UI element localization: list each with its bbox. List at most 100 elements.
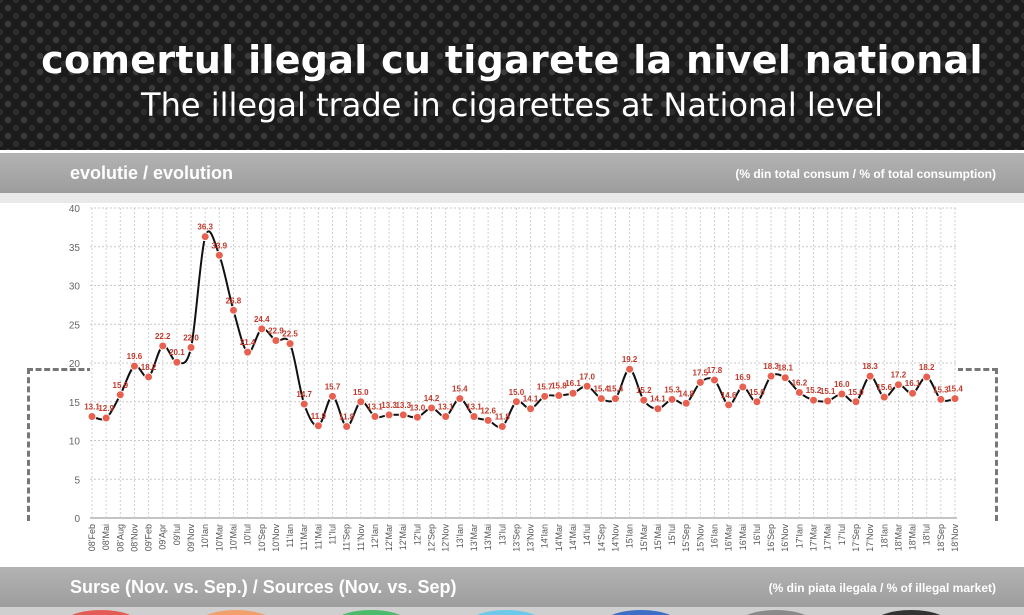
data-point <box>625 364 635 374</box>
data-label: 18.2 <box>141 363 157 372</box>
data-label: 15.2 <box>806 386 822 395</box>
data-label: 22.5 <box>282 330 298 339</box>
data-point <box>356 397 366 407</box>
data-label: 15.4 <box>608 385 624 394</box>
data-point <box>285 339 295 349</box>
x-tick-label: 11'Nov <box>356 524 366 552</box>
data-point <box>780 373 790 383</box>
data-label: 18.3 <box>763 362 779 371</box>
data-point <box>709 375 719 385</box>
data-point <box>610 394 620 404</box>
data-point <box>752 397 762 407</box>
data-point <box>115 390 125 400</box>
data-label: 14.7 <box>296 390 312 399</box>
source-bubble <box>737 610 815 615</box>
data-labels: 13.112.915.919.618.222.220.122.036.333.9… <box>84 223 963 422</box>
y-tick-label: 10 <box>69 437 81 448</box>
data-label: 13.0 <box>410 403 426 412</box>
data-label: 15.0 <box>749 388 765 397</box>
source-bubble <box>62 610 140 615</box>
data-point <box>427 403 437 413</box>
data-label: 26.8 <box>226 296 242 305</box>
y-tick-label: 30 <box>69 282 81 293</box>
header-banner: comertul ilegal cu tigarete la nivel nat… <box>0 0 1024 150</box>
data-point <box>809 395 819 405</box>
y-tick-label: 20 <box>69 359 81 370</box>
data-label: 12.6 <box>480 406 496 415</box>
data-label: 15.4 <box>594 385 610 394</box>
data-label: 16.1 <box>565 379 581 388</box>
data-point <box>936 394 946 404</box>
x-tick-label: 16'Nov <box>780 524 790 552</box>
data-point <box>186 343 196 352</box>
data-point <box>766 371 776 381</box>
data-label: 12.9 <box>98 404 114 413</box>
data-label: 14.8 <box>678 389 694 398</box>
dashed-bracket-right <box>957 368 998 521</box>
x-tick-label: 10'Ian <box>200 524 210 548</box>
x-tick-label: 10'Sep <box>257 524 267 552</box>
data-point <box>441 411 451 421</box>
sources-unit-label: (% din piata ilegala / % of illegal mark… <box>768 581 996 595</box>
x-tick-label: 12'Ian <box>370 524 380 548</box>
data-point <box>144 372 154 382</box>
x-tick-label: 11'Mar <box>299 524 309 551</box>
evolution-line-chart: 0 5 10 15 20 25 30 35 40 08'Feb 08'Mai 08'Aug 08'No… <box>69 204 963 552</box>
data-label: 22.9 <box>268 327 284 336</box>
x-tick-label: 18'Ian <box>879 524 889 548</box>
data-label: 33.9 <box>212 241 228 250</box>
x-tick-label: 15'Mar <box>639 524 649 551</box>
data-label: 13.1 <box>438 402 454 411</box>
data-label: 15.3 <box>664 385 680 394</box>
x-tick-label: 12'Mai <box>398 524 408 550</box>
x-tick-label: 10'Iul <box>243 524 253 545</box>
x-tick-label: 09'Feb <box>144 524 154 551</box>
source-bubble <box>872 610 950 615</box>
data-point <box>922 372 932 382</box>
x-tick-label: 15'Ian <box>625 524 635 548</box>
data-point <box>879 392 889 402</box>
data-point <box>483 415 493 425</box>
data-label: 19.2 <box>622 355 638 364</box>
data-label: 22.0 <box>183 334 199 343</box>
data-point <box>101 413 111 423</box>
x-tick-label: 17'Sep <box>851 524 861 552</box>
data-point <box>384 410 394 420</box>
data-label: 18.2 <box>919 363 935 372</box>
data-point <box>653 404 663 414</box>
y-tick-label: 40 <box>69 204 81 215</box>
x-tick-label: 15'Sep <box>681 524 691 552</box>
data-point <box>526 404 536 414</box>
divider-strip <box>0 193 1024 203</box>
data-point <box>837 389 847 399</box>
x-tick-label: 17'Nov <box>865 524 875 552</box>
data-point <box>681 398 691 408</box>
data-point <box>568 388 578 398</box>
data-point <box>554 391 564 401</box>
data-label: 15.2 <box>636 386 652 395</box>
data-point <box>865 371 875 381</box>
x-axis-ticks: 08'Feb 08'Mai 08'Aug 08'Nov 09'Feb 09'Apr 09'I… <box>87 524 960 552</box>
data-label: 21.4 <box>240 338 256 347</box>
x-tick-label: 08'Nov <box>129 524 139 552</box>
x-tick-label: 18'Sep <box>936 524 946 552</box>
data-label: 15.4 <box>947 385 963 394</box>
data-point <box>724 400 734 410</box>
data-point <box>511 397 521 407</box>
data-point <box>129 361 139 371</box>
data-label: 15.4 <box>452 385 468 394</box>
data-label: 15.0 <box>509 388 525 397</box>
x-tick-label: 15'Nov <box>695 524 705 552</box>
data-label: 18.1 <box>777 364 793 373</box>
data-label: 16.0 <box>834 380 850 389</box>
x-tick-label: 14'Sep <box>596 524 606 552</box>
sources-section-label: Surse (Nov. vs. Sep.) / Sources (Nov. vs… <box>70 577 457 597</box>
x-tick-label: 15'Mai <box>653 524 663 550</box>
x-tick-label: 11'Sep <box>342 524 352 551</box>
data-point <box>908 388 918 398</box>
data-point <box>469 411 479 421</box>
data-label: 19.6 <box>127 352 143 361</box>
x-tick-label: 14'Mai <box>568 524 578 550</box>
data-label: 13.3 <box>381 401 397 410</box>
data-label: 15.7 <box>537 382 553 391</box>
